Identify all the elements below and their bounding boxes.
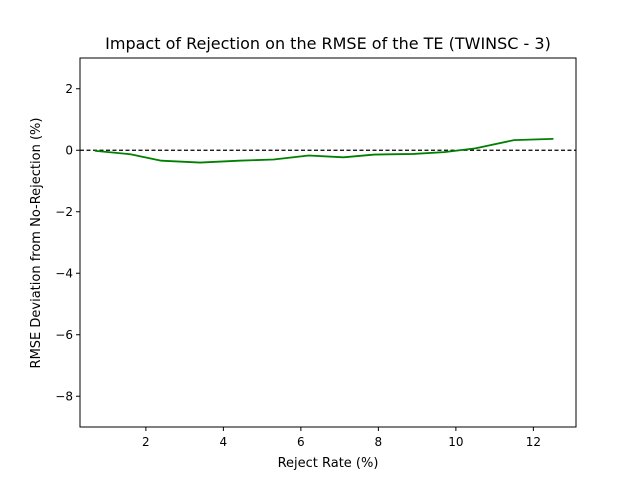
plot-background	[80, 58, 576, 427]
y-axis-label: RMSE Deviation from No-Rejection (%)	[29, 118, 44, 369]
series-layer	[79, 57, 577, 428]
x-tick-label: 12	[526, 435, 541, 449]
x-tick-label: 8	[375, 435, 383, 449]
y-tick-label: −2	[55, 205, 73, 219]
x-axis-label: Reject Rate (%)	[278, 456, 379, 471]
plot-frame	[79, 57, 577, 428]
chart-title: Impact of Rejection on the RMSE of the T…	[105, 34, 551, 53]
x-axis-ticks: 2 4 6 8 10 12	[142, 427, 541, 449]
x-tick-label: 2	[142, 435, 150, 449]
x-tick-label: 10	[448, 435, 463, 449]
x-tick-label: 4	[220, 435, 228, 449]
x-tick-label: 6	[297, 435, 305, 449]
y-tick-label: 2	[65, 82, 73, 96]
y-tick-label: −4	[55, 266, 73, 280]
y-axis-ticks: −8 −6 −4 −2 0 2	[55, 82, 80, 403]
y-tick-label: 0	[65, 143, 73, 157]
y-tick-label: −6	[55, 328, 73, 342]
y-tick-label: −8	[55, 389, 73, 403]
series-line-0	[94, 137, 554, 164]
plot-area	[80, 58, 576, 427]
